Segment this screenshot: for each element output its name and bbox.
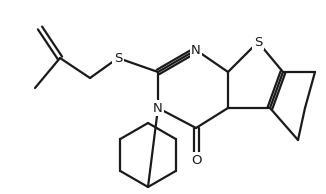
- Text: S: S: [254, 36, 262, 48]
- Text: O: O: [191, 153, 201, 166]
- Text: S: S: [114, 51, 122, 64]
- Text: N: N: [153, 101, 163, 114]
- Text: N: N: [191, 43, 201, 56]
